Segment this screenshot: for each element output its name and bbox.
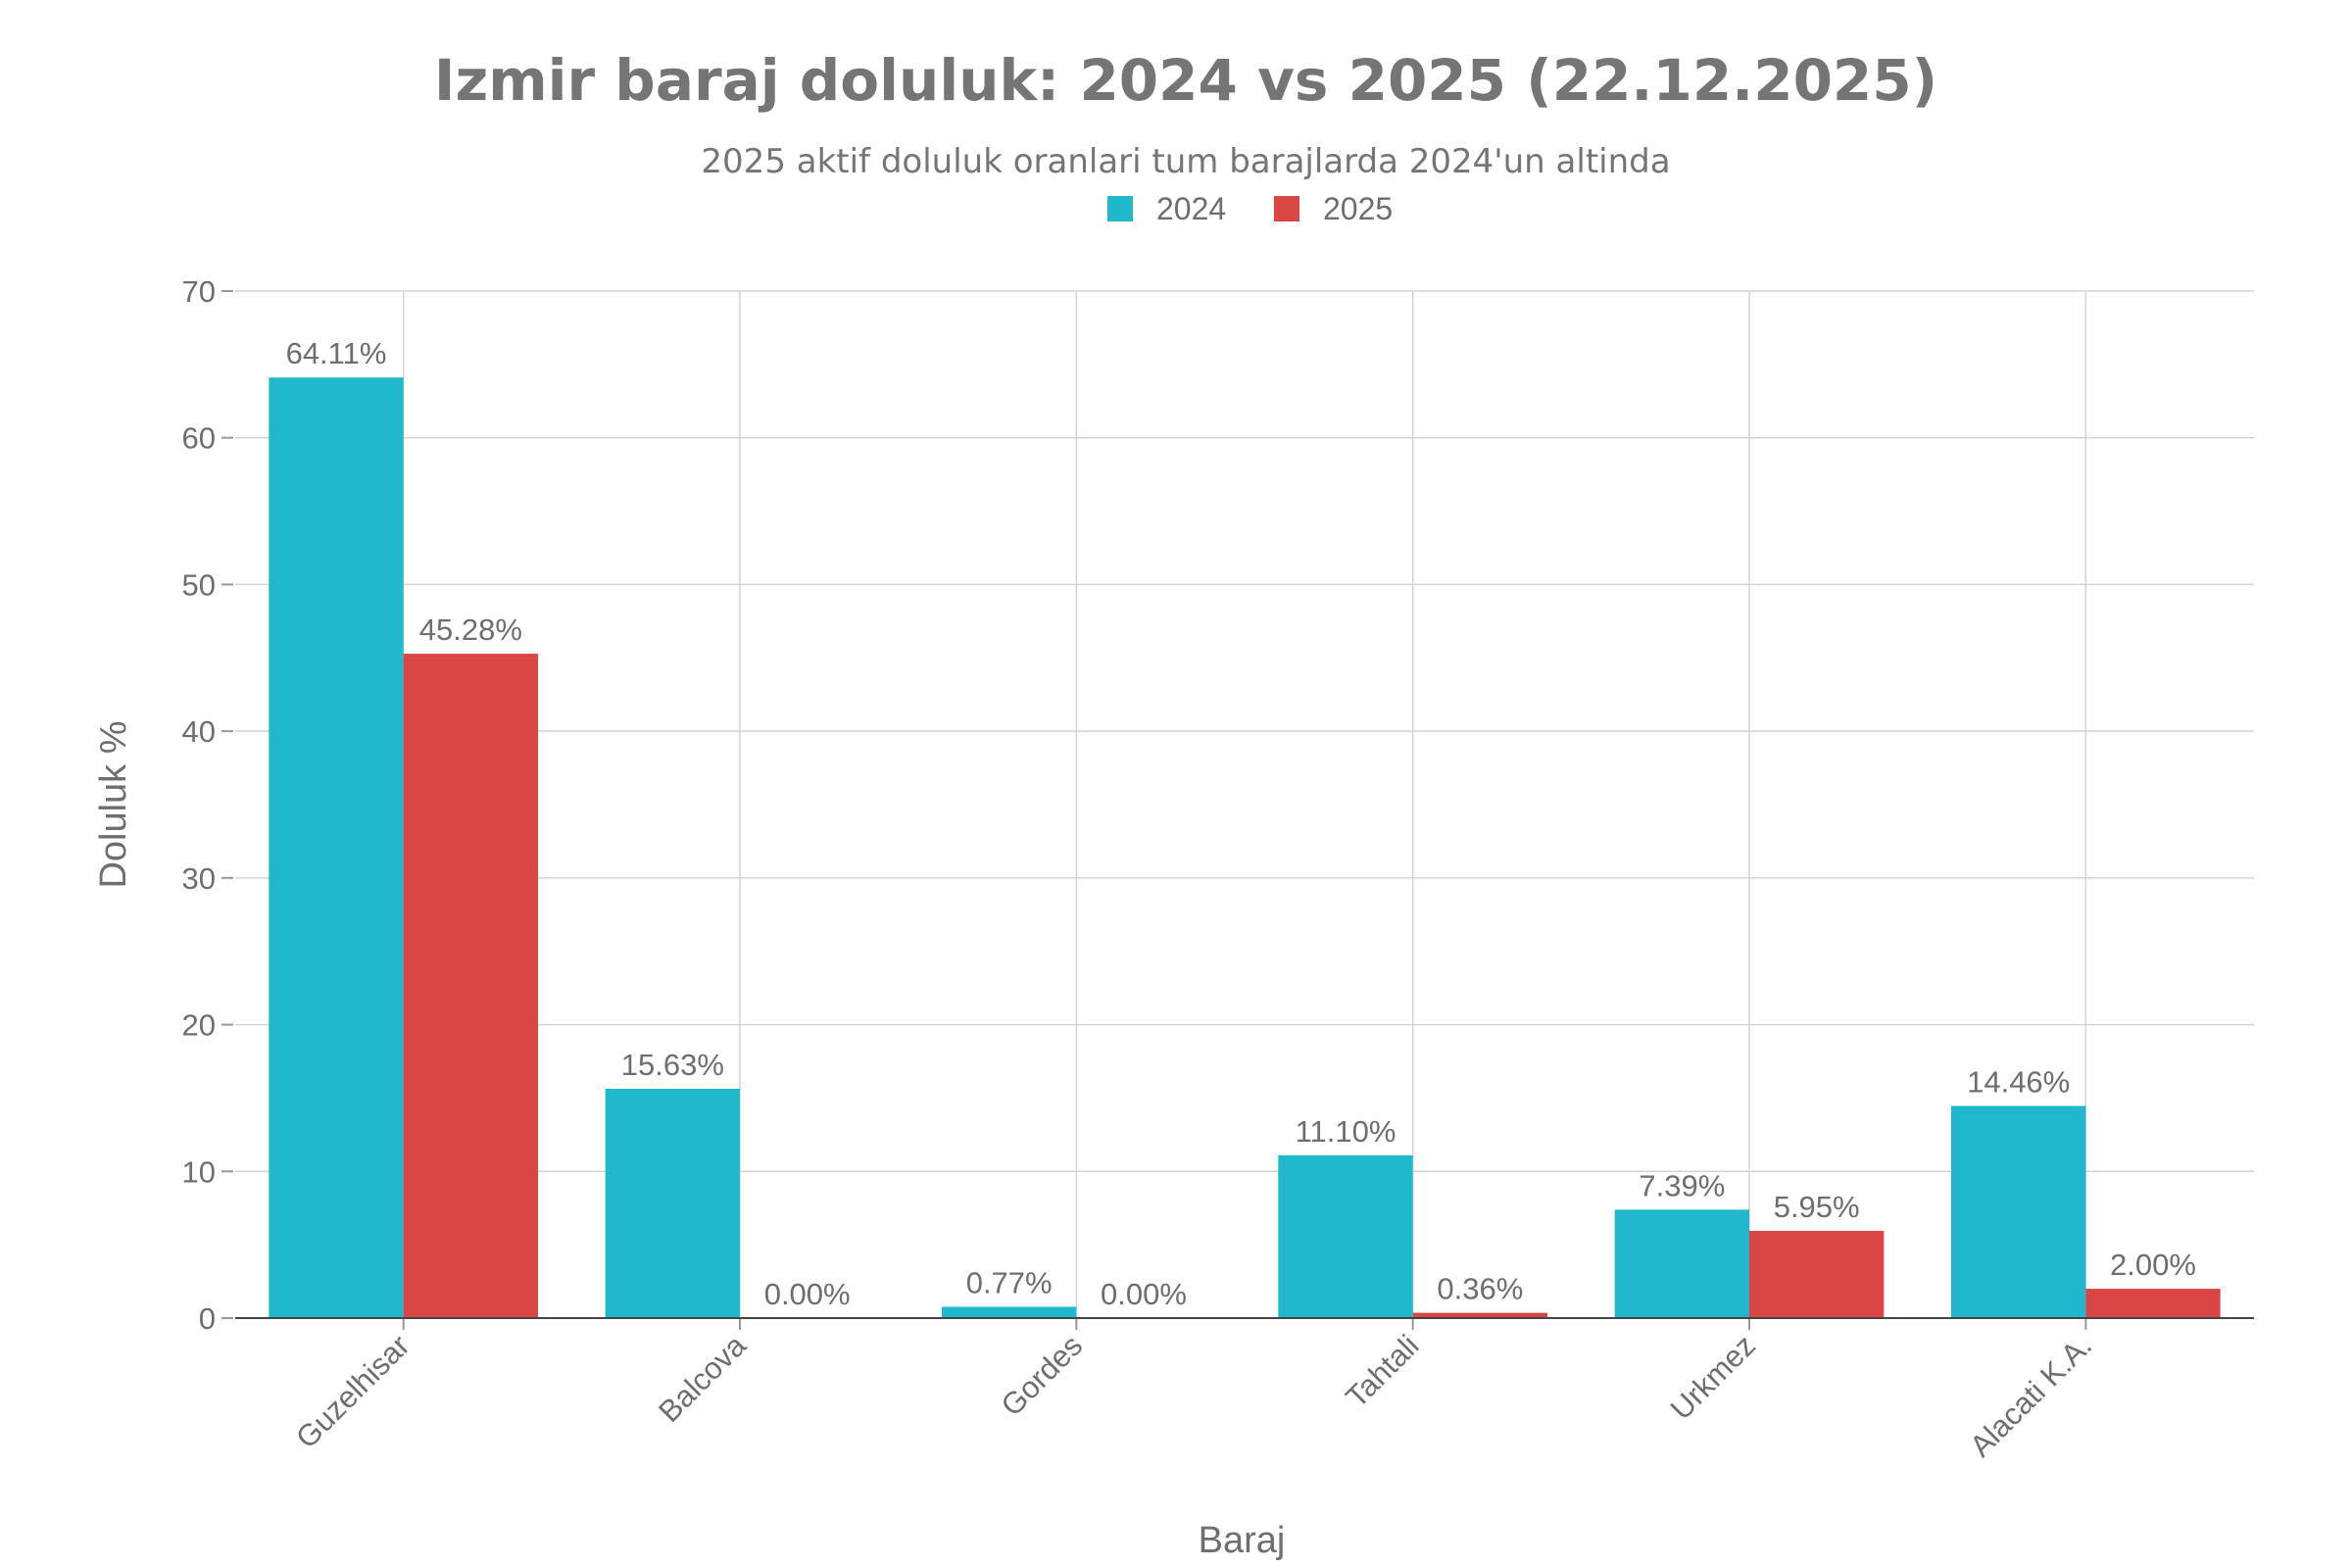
data-label: 7.39% bbox=[1639, 1168, 1725, 1202]
data-label: 5.95% bbox=[1774, 1190, 1860, 1224]
y-tick-label: 0 bbox=[199, 1301, 216, 1336]
data-label: 64.11% bbox=[286, 336, 387, 370]
data-label: 11.10% bbox=[1296, 1114, 1396, 1149]
bar-2024 bbox=[1614, 1209, 1749, 1318]
data-label: 0.36% bbox=[1437, 1272, 1523, 1306]
data-label: 15.63% bbox=[621, 1048, 724, 1082]
bars bbox=[269, 377, 2221, 1318]
y-tick-label: 30 bbox=[182, 861, 216, 896]
x-category-label: Balcova bbox=[652, 1328, 753, 1429]
chart-subtitle: 2025 aktif doluluk oranlari tum barajlar… bbox=[701, 142, 1670, 181]
data-label: 14.46% bbox=[1967, 1065, 2070, 1100]
bar-2024 bbox=[942, 1306, 1077, 1318]
x-category-label: Urkmez bbox=[1664, 1328, 1762, 1426]
y-tick-label: 50 bbox=[182, 567, 216, 602]
x-category-label: Alacati K.A. bbox=[1963, 1328, 2098, 1463]
data-labels: 64.11% 15.63% 0.77% 11.10% 7.39% 14.46% 45.28%… bbox=[286, 336, 2196, 1311]
data-label: 45.28% bbox=[419, 612, 522, 647]
y-axis-title: Doluluk % bbox=[93, 720, 134, 888]
bar-2025 bbox=[1412, 1312, 1547, 1318]
y-tick-label: 40 bbox=[182, 714, 216, 749]
legend: 2024 2025 bbox=[1107, 191, 1393, 226]
x-category-label: Guzelhisar bbox=[289, 1328, 416, 1455]
bar-2025 bbox=[1749, 1230, 1885, 1318]
data-label: 0.77% bbox=[966, 1265, 1053, 1299]
y-tick-label: 60 bbox=[182, 421, 216, 456]
y-tick-label: 10 bbox=[182, 1154, 216, 1189]
x-category-label: Tahtali bbox=[1340, 1328, 1426, 1414]
data-label: 0.00% bbox=[764, 1277, 851, 1311]
bar-2024 bbox=[1951, 1105, 2086, 1318]
legend-label-2025: 2025 bbox=[1323, 191, 1393, 226]
bar-2024 bbox=[1278, 1154, 1413, 1318]
y-tick-label: 20 bbox=[182, 1008, 216, 1043]
legend-swatch-2025 bbox=[1274, 196, 1299, 221]
x-category-label: Gordes bbox=[995, 1328, 1090, 1423]
bar-2025 bbox=[403, 654, 538, 1318]
x-axis-title: Baraj bbox=[1199, 1520, 1286, 1561]
data-label: 2.00% bbox=[2110, 1248, 2196, 1282]
y-tick-label: 70 bbox=[182, 274, 216, 309]
bar-2025 bbox=[2085, 1289, 2221, 1318]
chart-title: Izmir baraj doluluk: 2024 vs 2025 (22.12… bbox=[434, 47, 1937, 114]
bar-2024 bbox=[605, 1088, 740, 1318]
legend-label-2024: 2024 bbox=[1156, 191, 1226, 226]
legend-swatch-2024 bbox=[1107, 196, 1133, 221]
bar-2024 bbox=[269, 377, 404, 1318]
data-label: 0.00% bbox=[1101, 1277, 1187, 1311]
